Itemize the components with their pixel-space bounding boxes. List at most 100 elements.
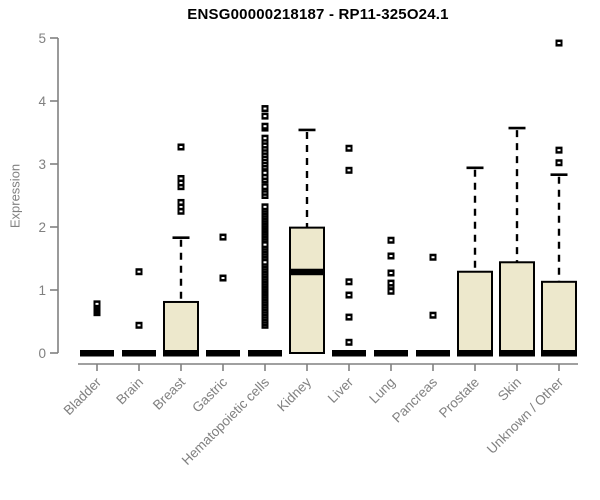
boxplot-unknown-other [541,39,577,357]
outlier-point-center [347,341,351,344]
median-line [289,268,325,276]
x-tick-label-unknown-other: Unknown / Other [484,374,567,457]
outlier-point-center [263,137,267,140]
outlier-point-center [263,115,267,118]
outlier-point-center [95,302,99,305]
box-rect [457,270,493,355]
box-rect [163,300,199,354]
x-tick-label-breast: Breast [150,374,188,412]
outliers [135,268,143,329]
y-tick-label: 3 [38,157,46,172]
x-tick-label-pancreas: Pancreas [389,374,440,425]
outlier-point-center [347,316,351,319]
outlier-point-center [431,314,435,317]
y-tick-label: 2 [38,220,46,235]
box-rect [289,226,325,355]
box-rect [541,280,577,354]
outlier-point-center [137,324,141,327]
box-rect [499,261,535,354]
outlier-point-center [179,210,183,213]
boxplot-prostate [457,166,493,357]
outlier-point-center [389,239,393,242]
outlier-point-center [263,261,267,264]
outlier-point-center [179,177,183,180]
boxplot-bladder [80,300,114,357]
outlier-point-center [557,42,561,45]
outlier-point-center [347,169,351,172]
outlier-point-center [179,201,183,204]
boxplot-kidney [289,128,325,355]
x-tick-label-skin: Skin [495,375,524,404]
outliers [177,143,185,215]
outlier-point-center [263,243,267,246]
boxplot-brain [122,268,156,357]
outliers [93,300,101,317]
outlier-point-center [347,280,351,283]
median-line [457,350,493,357]
median-line [416,350,450,357]
outlier-point-center [389,254,393,257]
outlier-point-center [431,256,435,259]
outlier-point-center [179,145,183,148]
outliers [345,144,353,346]
outlier-point-center [263,125,267,128]
outlier-point-center [221,277,225,280]
boxplot-lung [374,236,408,357]
median-line [499,350,535,357]
y-axis: 0 1 2 3 4 5 [38,31,59,361]
outlier-point-center [263,205,267,208]
outlier-point-center [263,144,267,147]
outlier-point-center [263,107,267,110]
outlier-point-center [263,175,267,178]
y-axis-title: Expression [7,163,23,229]
outlier-point-center [263,171,267,174]
outlier-point-center [221,236,225,239]
outliers [387,236,395,295]
boxplot-breast [163,143,199,357]
median-line [80,350,114,357]
x-tick-label-liver: Liver [325,374,357,406]
outlier-point-center [347,147,351,150]
median-line [163,350,199,357]
chart-title: ENSG00000218187 - RP11-325O24.1 [187,6,449,23]
outliers [261,105,269,329]
x-tick-label-kidney: Kidney [274,374,314,414]
x-tick-label-lung: Lung [366,375,398,407]
outlier-point-center [179,205,183,208]
y-tick-label: 4 [38,94,46,109]
outlier-point-center [137,270,141,273]
outlier-point-center [557,161,561,164]
median-line [332,350,366,357]
boxplot-skin [499,126,535,357]
outliers [219,233,227,282]
boxplot-gastric [206,233,240,357]
x-tick-label-gastric: Gastric [189,374,230,415]
outlier-point-center [263,185,267,188]
outliers [555,39,563,167]
outlier-point-center [347,294,351,297]
x-tick-label-bladder: Bladder [61,374,105,418]
y-tick-label: 0 [38,346,46,361]
y-tick-label: 5 [38,31,46,46]
median-line [541,350,577,357]
outlier-point-center [389,282,393,285]
outliers [429,253,437,319]
x-tick-label-prostate: Prostate [436,375,482,421]
outlier-point-center [179,185,183,188]
median-line [248,350,282,357]
boxplot-hematopoietic-cells [248,105,282,357]
outlier-point-center [389,290,393,293]
outlier-point-center [557,149,561,152]
y-tick-label: 1 [38,283,46,298]
median-line [206,350,240,357]
median-line [122,350,156,357]
outlier-point-center [389,271,393,274]
x-tick-label-brain: Brain [113,375,146,408]
boxplot-liver [332,144,366,357]
boxplot-pancreas [416,253,450,357]
outlier-point-center [179,181,183,184]
median-line [374,350,408,357]
